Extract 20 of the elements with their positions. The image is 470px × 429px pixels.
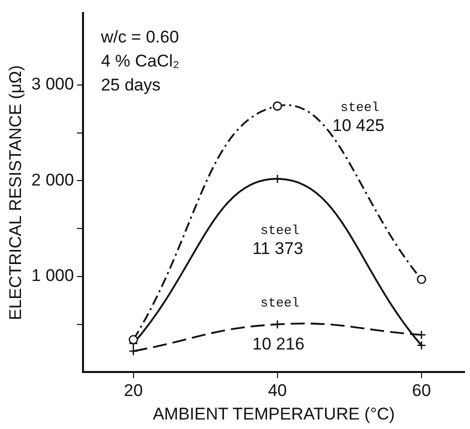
- text: steel 10 216: [252, 295, 304, 354]
- y-tick-label: 1 000: [31, 266, 74, 286]
- y-tick-label: 3 000: [31, 74, 74, 94]
- y-axis-title: ELECTRICAL RESISTANCE (μΩ): [6, 65, 25, 320]
- point: [272, 101, 282, 111]
- x-axis-title: AMBIENT TEMPERATURE (°C): [152, 404, 395, 424]
- point: [416, 330, 426, 340]
- point: [128, 335, 138, 344]
- annotation: 4 % CaCl₂: [100, 51, 180, 70]
- point: [416, 340, 426, 350]
- y-tick-label: 2 000: [31, 170, 74, 190]
- x-tick-label: 20: [124, 381, 143, 400]
- x-tick-label: 60: [412, 381, 431, 400]
- series-label: steel 11 373: [252, 222, 304, 258]
- point: [128, 346, 138, 356]
- point: [416, 274, 426, 284]
- annotation: w/c = 0.60: [100, 27, 179, 46]
- series-label: steel 10 425: [332, 100, 384, 136]
- annotation: 25 days: [100, 75, 160, 94]
- x-tick-label: 40: [268, 381, 287, 400]
